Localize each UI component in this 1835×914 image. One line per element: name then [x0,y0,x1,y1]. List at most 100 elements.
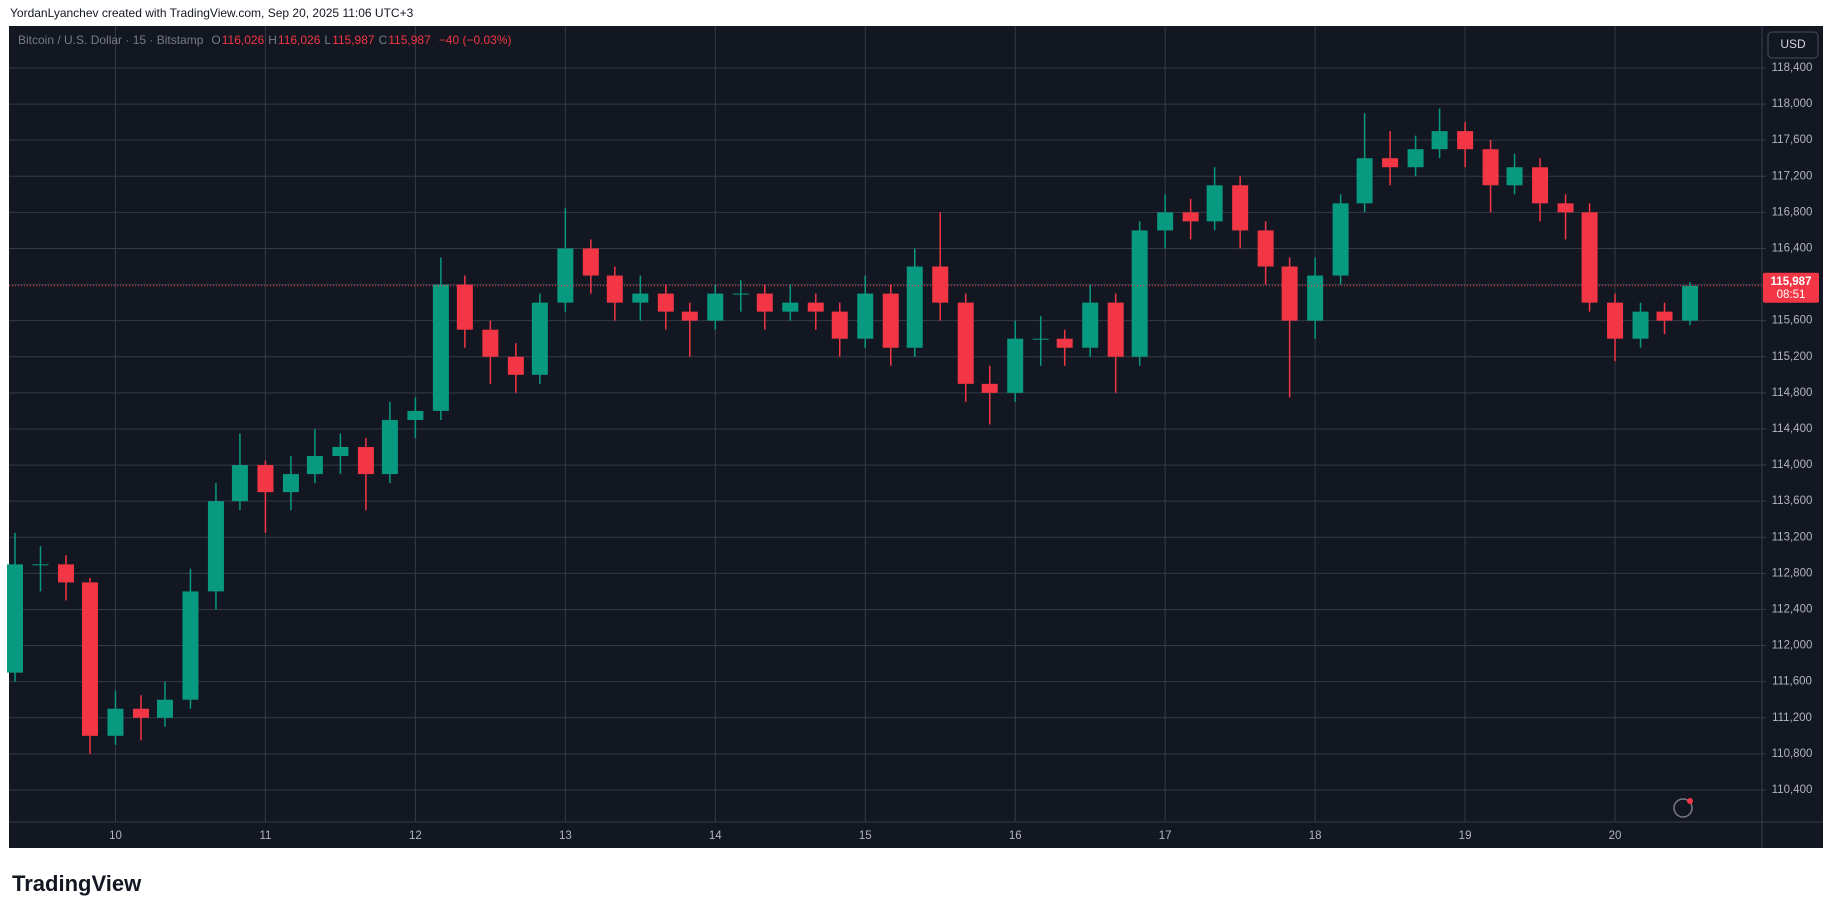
y-tick-label: 110,400 [1772,784,1813,796]
candle-body [32,564,49,566]
candle-body [231,465,248,502]
y-tick-label: 113,200 [1772,531,1813,543]
y-tick-label: 118,400 [1772,62,1813,74]
legend-value: 116,026 [222,33,265,47]
candle-body [1506,167,1523,186]
y-tick-label: 112,400 [1772,603,1813,615]
candle-body [1307,275,1324,321]
x-tick-label: 19 [1459,830,1472,842]
x-tick-label: 14 [709,830,722,842]
candle-body [882,293,899,348]
x-tick-label: 12 [409,830,422,842]
candle-body [1257,230,1274,267]
y-tick-label: 114,000 [1772,459,1813,471]
candle-body [1607,302,1624,339]
x-tick-label: 17 [1159,830,1172,842]
candle-body [1632,311,1649,339]
candle-body [1281,266,1298,321]
candle-body [831,311,848,339]
candle-body [1206,185,1223,222]
x-tick-label: 10 [109,830,122,842]
candle-body [981,383,998,393]
candle-body [381,419,398,475]
snapshot-dot [1687,798,1693,804]
candle-body [1232,185,1249,231]
candle-body [1557,203,1574,213]
y-tick-label: 111,200 [1772,712,1812,724]
x-tick-label: 20 [1609,830,1622,842]
candle-body [732,293,749,295]
candle-body [156,699,173,718]
chart-background [9,26,1823,848]
legend-label: H [268,33,277,47]
candle-body [1007,338,1024,393]
y-tick-label: 112,000 [1772,640,1813,652]
candle-body [1182,212,1199,222]
candle-body [507,356,524,375]
credit: YordanLyanchev created with TradingView.… [10,6,414,20]
y-tick-label: 117,600 [1772,134,1813,146]
legend-change: −40 (−0.03%) [439,33,512,47]
candle-body [531,302,548,375]
candle-body [407,410,424,420]
y-tick-label: 116,800 [1772,206,1813,218]
candle-body [1157,212,1174,231]
x-tick-label: 15 [859,830,872,842]
candle-body [756,293,773,312]
price-tag-label: 115,987 [1771,276,1812,288]
candle-body [482,329,499,357]
candle-body [1532,167,1549,204]
candle-body [857,293,874,339]
candle-body [7,564,23,673]
candle-body [456,284,473,330]
legend-value: 115,987 [332,33,375,47]
y-tick-label: 114,400 [1772,423,1813,435]
candle-body [1431,131,1448,150]
candle-body [1107,302,1124,357]
candle-body [1032,338,1049,340]
candle-body [957,302,974,384]
y-tick-label: 116,400 [1772,242,1813,254]
y-tick-label: 115,200 [1772,351,1813,363]
x-tick-label: 11 [259,830,271,842]
candle-body [1407,149,1424,168]
candle-body [1382,158,1399,168]
candle-body [1482,149,1499,186]
y-tick-label: 111,600 [1772,676,1812,688]
candle-body [257,465,274,493]
candle-body [182,591,199,700]
x-tick-label: 13 [559,830,572,842]
y-tick-label: 112,800 [1772,567,1813,579]
x-tick-label: 18 [1309,830,1322,842]
candle-body [782,302,799,312]
y-tick-label: 117,200 [1772,170,1813,182]
candle-body [657,293,674,312]
currency[interactable]: USD [1780,37,1806,51]
legend-label: L [324,33,331,47]
candle-body [1682,285,1699,321]
candle-body [57,564,74,583]
x-tick-label: 16 [1009,830,1022,842]
candle-body [582,248,599,276]
candle-body [1332,203,1349,276]
candle-body [132,708,149,718]
candle-body [357,447,374,475]
snapshot-icon[interactable] [1673,798,1693,818]
candle-body [807,302,824,312]
currency-button[interactable] [1767,31,1819,59]
candle-body [81,582,98,736]
candle-body [207,501,224,592]
candle-body [1457,131,1474,150]
candle-body [432,284,449,411]
candle-body [1131,230,1148,357]
candle-body [282,474,299,493]
candle-body [1581,212,1598,303]
y-tick-label: 113,600 [1772,495,1813,507]
candle-body [332,447,349,457]
chart-title: Bitcoin / U.S. Dollar · 15 · Bitstamp [18,33,204,47]
candle-body [1082,302,1099,348]
footer-logo: TradingView [12,871,142,896]
legend-value: 116,026 [278,33,321,47]
